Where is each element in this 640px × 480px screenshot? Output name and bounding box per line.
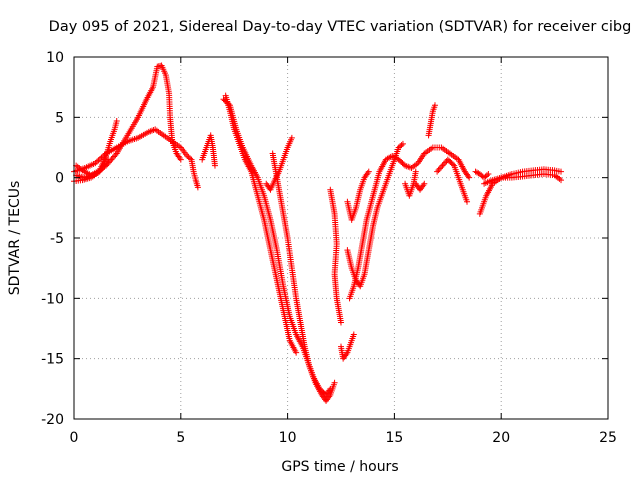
data-point bbox=[350, 331, 357, 338]
data-point bbox=[398, 142, 405, 149]
x-tick-label: 15 bbox=[385, 430, 403, 446]
data-point bbox=[485, 171, 492, 178]
data-point bbox=[113, 117, 120, 124]
data-point bbox=[449, 161, 456, 168]
x-tick-label: 5 bbox=[176, 430, 185, 446]
data-point bbox=[211, 162, 218, 169]
data-point bbox=[558, 168, 565, 175]
series-track-o bbox=[402, 168, 419, 199]
data-point bbox=[434, 168, 441, 175]
data-point bbox=[365, 168, 372, 175]
data-point bbox=[288, 134, 295, 141]
series-track-p bbox=[425, 102, 438, 139]
data-point bbox=[466, 174, 473, 181]
series-track-j bbox=[327, 186, 344, 326]
x-tick-label: 25 bbox=[599, 430, 617, 446]
data-point bbox=[225, 101, 232, 108]
data-point bbox=[440, 161, 447, 168]
data-point bbox=[412, 168, 419, 175]
data-point bbox=[439, 162, 446, 169]
chart-title: Day 095 of 2021, Sidereal Day-to-day VTE… bbox=[49, 19, 632, 35]
series-track-s bbox=[472, 168, 492, 181]
data-point bbox=[293, 349, 300, 356]
data-point bbox=[436, 165, 443, 172]
y-tick-label: -10 bbox=[41, 291, 64, 307]
x-tick-label: 10 bbox=[279, 430, 297, 446]
data-point bbox=[438, 164, 445, 171]
data-point bbox=[187, 155, 194, 162]
x-tick-label: 0 bbox=[70, 430, 79, 446]
data-point bbox=[111, 153, 118, 160]
x-tick-label: 20 bbox=[492, 430, 510, 446]
data-point bbox=[464, 198, 471, 205]
series-track-i bbox=[269, 150, 334, 398]
y-tick-label: -20 bbox=[41, 412, 64, 428]
data-point bbox=[194, 184, 201, 191]
data-layer bbox=[71, 62, 565, 404]
data-point bbox=[421, 180, 428, 187]
series-track-l bbox=[344, 140, 406, 290]
x-axis-label: GPS time / hours bbox=[281, 459, 398, 475]
series-track-m bbox=[346, 144, 473, 302]
data-point bbox=[95, 157, 102, 164]
series-track-k bbox=[338, 331, 357, 362]
series-track-q bbox=[434, 156, 471, 205]
y-tick-label: -5 bbox=[50, 231, 64, 247]
data-point bbox=[338, 319, 344, 326]
data-point bbox=[177, 156, 184, 163]
series-track-u bbox=[481, 171, 565, 187]
data-point bbox=[435, 167, 442, 174]
data-point bbox=[399, 140, 406, 147]
y-tick-label: 0 bbox=[55, 171, 64, 187]
data-point bbox=[558, 177, 565, 184]
data-point bbox=[483, 172, 490, 179]
y-tick-label: -15 bbox=[41, 352, 64, 368]
data-point bbox=[109, 155, 116, 162]
axis-layer: 0 5 10 15 20 25 -20 -15 -10 -5 0 5 10 bbox=[41, 50, 617, 446]
data-point bbox=[331, 379, 338, 386]
y-tick-label: 10 bbox=[46, 50, 64, 66]
series-track-e bbox=[199, 132, 218, 169]
data-point bbox=[327, 385, 334, 392]
y-axis-label: SDTVAR / TECUs bbox=[7, 181, 23, 296]
series-track-d bbox=[71, 156, 112, 185]
y-tick-label: 5 bbox=[55, 110, 64, 126]
data-point bbox=[431, 102, 438, 109]
grid-layer bbox=[74, 57, 608, 419]
series-track-r bbox=[412, 180, 428, 193]
series-track-n bbox=[344, 168, 372, 223]
data-point bbox=[105, 156, 112, 163]
